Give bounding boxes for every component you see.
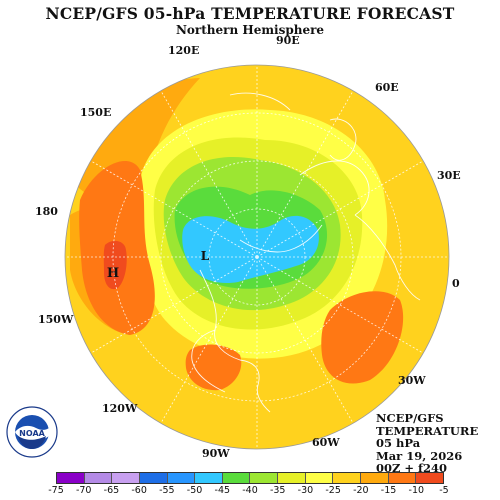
colorbar-tick-label: -15: [380, 485, 397, 496]
lon-label-90e: 90E: [276, 34, 300, 47]
colorbar-tick-label: -35: [269, 485, 286, 496]
colorbar-tick-label: -45: [214, 485, 231, 496]
temperature-colorbar: [56, 472, 444, 484]
band--20-south: [185, 344, 242, 391]
colorbar-swatch: [278, 473, 306, 483]
page-title: NCEP/GFS 05-hPa TEMPERATURE FORECAST: [45, 4, 455, 23]
lon-label-60e: 60E: [375, 81, 399, 94]
lon-label-120w: 120W: [102, 402, 138, 415]
colorbar-swatch: [361, 473, 389, 483]
forecast-info: NCEP/GFS TEMPERATURE 05 hPa Mar 19, 2026…: [376, 412, 478, 475]
map-border: [64, 64, 450, 450]
colorbar-swatch: [222, 473, 251, 483]
page-subtitle: Northern Hemisphere: [175, 23, 325, 37]
lon-label-90w: 90W: [202, 447, 230, 460]
colorbar-swatch: [416, 473, 443, 483]
lon-label-0: 0: [452, 277, 460, 290]
info-line-1: NCEP/GFS: [376, 411, 444, 425]
colorbar-tick-label: -5: [439, 485, 449, 496]
colorbar-tick-label: -10: [408, 485, 425, 496]
band--50: [182, 215, 319, 284]
info-line-3: 05 hPa: [376, 436, 421, 450]
lon-label-180: 180: [35, 205, 58, 218]
info-line-5: 00Z + f240: [376, 461, 447, 475]
lon-label-30w: 30W: [398, 374, 426, 387]
colorbar-tick-label: -65: [103, 485, 120, 496]
lon-label-30e: 30E: [437, 169, 461, 182]
colorbar-tick-label: -25: [325, 485, 341, 496]
colorbar-tick-label: -70: [75, 485, 92, 496]
colorbar-swatch: [112, 473, 140, 483]
colorbar-swatch: [388, 473, 417, 483]
high-marker: H: [107, 266, 119, 281]
lon-label-150e: 150E: [80, 106, 112, 119]
colorbar-tick-label: -55: [159, 485, 175, 496]
colorbar-tick-label: -20: [353, 485, 369, 496]
band--20-southeast: [321, 291, 404, 384]
colorbar-swatch: [84, 473, 113, 483]
noaa-logo: NOAA: [6, 406, 58, 458]
colorbar-swatch: [250, 473, 279, 483]
lon-label-120e: 120E: [168, 44, 200, 57]
colorbar-swatch: [195, 473, 223, 483]
lon-label-150w: 150W: [38, 313, 74, 326]
low-marker: L: [201, 249, 210, 263]
colorbar-tick-label: -40: [242, 485, 258, 496]
colorbar-swatch: [57, 473, 85, 483]
lon-label-60w: 60W: [312, 436, 340, 449]
colorbar-swatch: [167, 473, 196, 483]
band--15-west: [103, 240, 127, 290]
graticule: [65, 65, 449, 449]
colorbar-swatch: [305, 473, 334, 483]
info-line-4: Mar 19, 2026: [376, 448, 463, 463]
colorbar-swatch: [333, 473, 362, 483]
noaa-logo-text: NOAA: [19, 429, 45, 438]
info-line-2: TEMPERATURE: [376, 423, 479, 438]
colorbar-swatch: [139, 473, 168, 483]
colorbar-tick-label: -30: [297, 485, 314, 496]
colorbar-tick-label: -60: [131, 485, 147, 496]
colorbar-tick-label: -50: [186, 485, 203, 496]
coastlines: [191, 92, 421, 413]
colorbar-labels: -75 -70 -65 -60 -55 -50 -45 -40 -35 -30 -25 -20 -15-…: [48, 485, 449, 499]
colorbar-tick-label: -75: [48, 485, 64, 496]
